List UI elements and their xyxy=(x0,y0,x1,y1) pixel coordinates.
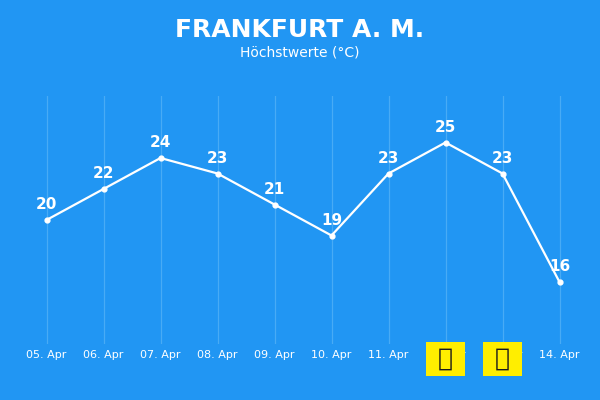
Point xyxy=(156,155,166,161)
Text: 23: 23 xyxy=(207,151,228,166)
Text: 16: 16 xyxy=(549,259,570,274)
Text: FRANKFURT A. M.: FRANKFURT A. M. xyxy=(175,18,425,42)
Point xyxy=(98,186,109,192)
Point xyxy=(555,279,565,285)
Text: 23: 23 xyxy=(492,151,513,166)
Text: 23: 23 xyxy=(378,151,399,166)
Text: 🗲: 🗲 xyxy=(495,347,510,371)
Point xyxy=(270,201,280,208)
Text: 22: 22 xyxy=(93,166,114,181)
Text: 24: 24 xyxy=(150,135,171,150)
Text: 🗲: 🗲 xyxy=(438,347,453,371)
Point xyxy=(42,217,51,223)
Text: 21: 21 xyxy=(264,182,285,197)
Text: 25: 25 xyxy=(435,120,456,135)
Text: 20: 20 xyxy=(36,197,57,212)
Point xyxy=(498,170,508,177)
Text: 19: 19 xyxy=(321,213,342,228)
Point xyxy=(213,170,223,177)
Point xyxy=(326,232,336,239)
Point xyxy=(384,170,394,177)
Point xyxy=(440,139,450,146)
Text: Höchstwerte (°C): Höchstwerte (°C) xyxy=(240,46,360,60)
